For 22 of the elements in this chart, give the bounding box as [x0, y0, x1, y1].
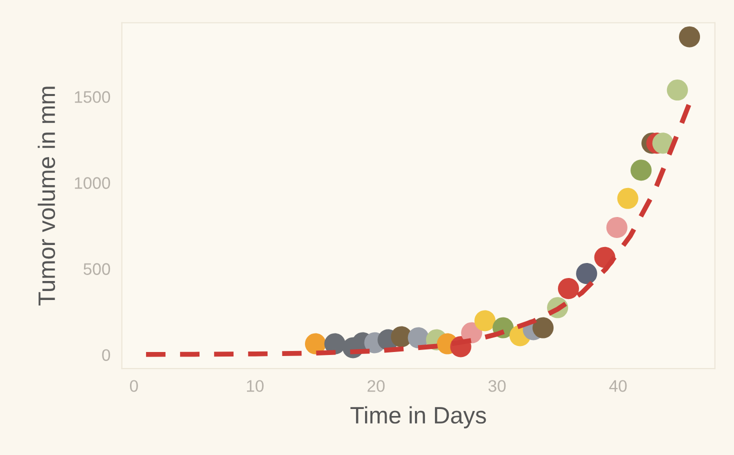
point: [558, 278, 579, 300]
y-tick-label: 1500: [74, 91, 110, 103]
point: [678, 26, 700, 48]
point: [606, 216, 628, 238]
x-tick-label: 10: [246, 380, 264, 392]
point: [630, 160, 652, 181]
x-tick-label: 20: [368, 380, 385, 392]
x-tick-label: 30: [488, 380, 506, 392]
y-tick-label: 0: [102, 349, 110, 361]
point: [652, 132, 674, 154]
point: [532, 317, 554, 338]
x-tick-label: 40: [609, 380, 627, 392]
point: [576, 263, 598, 284]
y-axis-title: Tumor volume in mm: [38, 86, 56, 306]
point: [666, 79, 688, 101]
point: [474, 310, 496, 332]
y-tick-label: 1000: [74, 177, 110, 189]
point: [304, 333, 326, 354]
x-tick-label: 0: [130, 380, 138, 392]
point: [617, 188, 638, 209]
y-tick-label: 500: [84, 263, 110, 275]
x-axis-title: Time in Days: [350, 406, 486, 428]
